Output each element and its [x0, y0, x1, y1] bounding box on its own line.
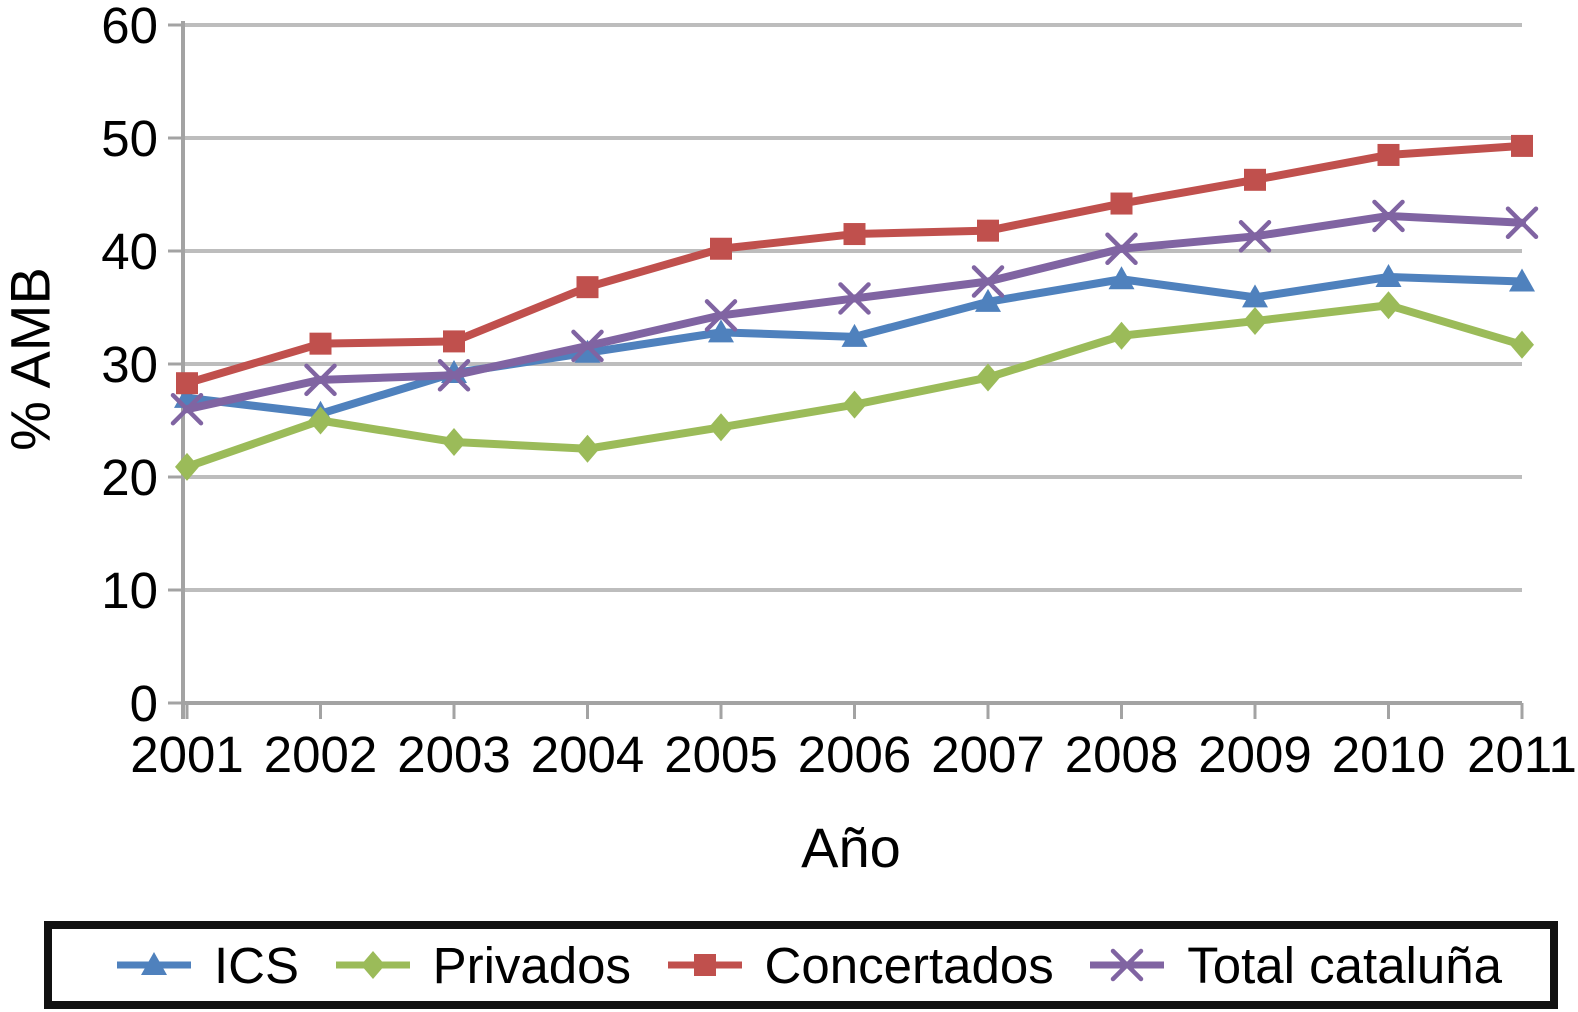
- triangle-marker: [1375, 263, 1402, 287]
- x-marker: [170, 392, 204, 426]
- x-marker: [1372, 199, 1405, 233]
- legend-label: ICS: [214, 936, 300, 994]
- square-marker: [1110, 192, 1133, 215]
- x-tick-labels: 2001 2002 2003 2004 2005 2006 2007 2008 2009 2010…: [130, 726, 1577, 783]
- x-tick-label: 2004: [531, 726, 644, 783]
- diamond-marker: [575, 434, 600, 463]
- ics-legend-marker: [117, 952, 191, 975]
- axes: [168, 21, 1524, 719]
- triangle-marker: [574, 339, 601, 363]
- triangle-marker: [975, 288, 1001, 312]
- diamond-marker: [976, 363, 1000, 392]
- square-marker: [576, 276, 599, 299]
- x-tick-label: 2003: [397, 726, 510, 783]
- x-tick-label: 2008: [1065, 726, 1178, 783]
- x-axis-title: Año: [801, 816, 901, 879]
- x-marker: [1505, 206, 1539, 239]
- legend-item-ics: ICS: [114, 940, 299, 991]
- x-tick-label: 2010: [1332, 726, 1445, 783]
- legend: ICS Privados Concertados Total cataluña: [44, 921, 1558, 1009]
- x-marker: [1111, 948, 1144, 982]
- legend-item-concertados: Concertados: [665, 940, 1054, 991]
- x-marker: [437, 359, 471, 392]
- square-marker: [176, 372, 198, 395]
- square-marker: [1511, 134, 1533, 157]
- x-tick-label: 2001: [130, 726, 243, 783]
- series-privados-markers: [175, 291, 1534, 481]
- x-marker: [571, 329, 604, 363]
- legend-label: Total cataluña: [1187, 936, 1502, 994]
- y-tick-label: 60: [101, 0, 158, 54]
- y-tick-label: 40: [101, 223, 158, 280]
- total-catalu-a-legend-marker: [1090, 948, 1165, 982]
- series-privados: [175, 291, 1534, 481]
- legend-item-total-catalu-a: Total cataluña: [1087, 940, 1502, 991]
- diamond-marker: [1510, 330, 1534, 359]
- triangle-marker: [841, 323, 868, 347]
- triangle-marker: [708, 319, 734, 343]
- x-tick-label: 2002: [264, 726, 377, 783]
- x-marker: [838, 282, 871, 315]
- y-axis-title: % AMB: [0, 267, 62, 451]
- square-marker: [977, 219, 999, 242]
- x-marker: [304, 363, 337, 397]
- diamond-marker: [1376, 291, 1401, 320]
- x-marker: [1105, 232, 1138, 265]
- diamond-marker: [709, 413, 733, 442]
- x-tick-label: 2009: [1198, 726, 1311, 783]
- x-tick-label: 2011: [1467, 726, 1577, 783]
- gridlines: [183, 23, 1522, 592]
- x-tick-label: 2005: [664, 726, 777, 783]
- series-total-catalu-a-markers: [170, 199, 1539, 426]
- triangle-marker: [1509, 268, 1535, 292]
- legend-item-privados: Privados: [333, 940, 631, 991]
- series-total-catalu-a: [170, 199, 1539, 426]
- square-marker: [843, 223, 866, 246]
- legend-label: Concertados: [764, 936, 1054, 994]
- diamond-marker: [442, 427, 466, 456]
- diamond-marker: [308, 406, 333, 435]
- diamond-marker: [1243, 307, 1267, 336]
- y-tick-label: 50: [101, 110, 158, 167]
- triangle-marker: [1242, 284, 1268, 308]
- square-marker: [693, 954, 716, 976]
- series-line: [183, 141, 1526, 388]
- x-marker: [704, 299, 738, 332]
- y-tick-label: 30: [101, 336, 158, 393]
- legend-label: Privados: [432, 936, 631, 994]
- series-concertados: [176, 134, 1533, 395]
- square-marker: [309, 332, 332, 355]
- diamond-marker: [1109, 321, 1134, 350]
- square-marker: [443, 330, 465, 353]
- y-tick-label: 0: [130, 675, 158, 732]
- privados-legend-marker: [335, 951, 410, 979]
- square-marker: [1244, 168, 1266, 191]
- x-marker: [1238, 220, 1272, 253]
- concertados-legend-marker: [667, 954, 742, 976]
- y-tick-label: 10: [101, 562, 158, 619]
- triangle-marker: [1108, 266, 1135, 290]
- x-tick-label: 2007: [931, 726, 1044, 783]
- diamond-marker: [842, 390, 867, 419]
- diamond-marker: [360, 951, 385, 979]
- square-marker: [1377, 143, 1400, 166]
- y-tick-label: 20: [101, 449, 158, 506]
- y-tick-labels: 0 10 20 30 40 50 60: [101, 0, 158, 732]
- x-tick-label: 2006: [798, 726, 911, 783]
- diamond-marker: [175, 452, 199, 481]
- square-marker: [710, 237, 732, 260]
- x-marker: [971, 265, 1005, 298]
- triangle-marker: [141, 952, 167, 975]
- series-concertados-markers: [176, 134, 1533, 395]
